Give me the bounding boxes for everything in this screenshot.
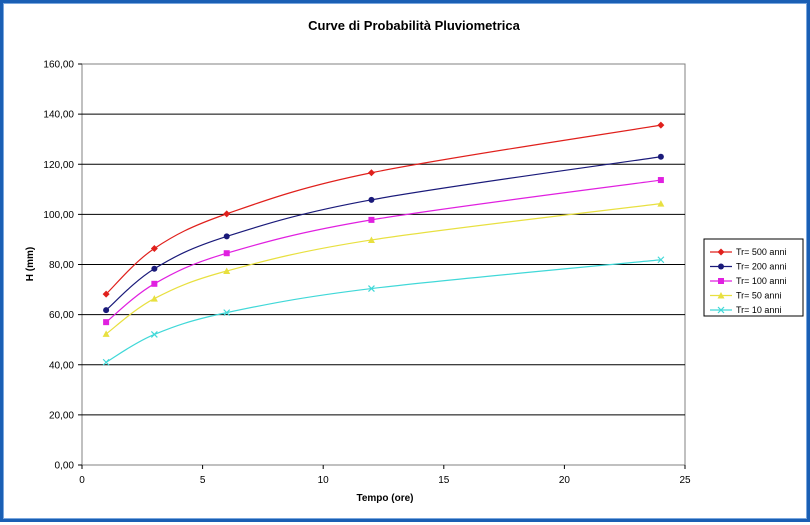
legend-item: Tr= 50 anni [710, 291, 781, 301]
y-axis-ticks: 0,00 20,00 40,00 60,00 80,00 100,00 120,00 140,… [43, 60, 82, 472]
y-tick-label: 0,00 [55, 461, 75, 472]
data-point [150, 244, 158, 252]
y-tick-label: 20,00 [49, 410, 74, 421]
series-3 [103, 177, 664, 326]
legend-marker [718, 278, 724, 284]
gridlines [82, 113, 685, 416]
y-tick-label: 40,00 [49, 360, 74, 371]
data-point [102, 358, 110, 366]
y-tick-label: 160,00 [43, 60, 74, 71]
legend-item: Tr= 500 anni [710, 247, 786, 257]
series-4 [102, 200, 665, 337]
data-point [657, 153, 664, 160]
legend-label: Tr= 10 anni [736, 305, 781, 315]
chart-title: Curve di Probabilità Pluviometrica [308, 18, 520, 33]
data-point [657, 256, 665, 264]
series-line [105, 124, 661, 295]
x-tick-label: 15 [438, 475, 450, 486]
y-tick-label: 60,00 [49, 310, 74, 321]
legend-marker [718, 263, 724, 270]
data-point [103, 319, 110, 326]
legend-item: Tr= 200 anni [710, 262, 786, 272]
data-point [150, 331, 158, 338]
data-point [223, 233, 230, 240]
data-point [102, 330, 110, 337]
data-point [223, 250, 230, 257]
data-point [368, 285, 375, 292]
series-1 [102, 121, 665, 298]
data-point [368, 216, 375, 223]
legend-marker [717, 248, 725, 256]
legend: Tr= 500 anni Tr= 200 anni Tr= 100 anni Tr= … [710, 247, 786, 315]
chart-canvas: Curve di Probabilità Pluviometrica 0,00 2… [25, 18, 804, 504]
data-point [223, 309, 231, 317]
data-point [151, 265, 158, 272]
data-point [368, 196, 375, 203]
data-point [102, 290, 110, 298]
series-2 [103, 153, 664, 314]
x-axis-label: Tempo (ore) [356, 493, 413, 504]
series-line [105, 156, 661, 311]
x-tick-label: 25 [679, 475, 691, 486]
legend-label: Tr= 200 anni [736, 262, 786, 272]
x-axis-ticks: 0 5 10 15 20 25 [79, 465, 691, 486]
legend-label: Tr= 500 anni [736, 247, 786, 257]
data-point [223, 267, 231, 275]
legend-marker [717, 292, 725, 299]
y-axis-label: H (mm) [25, 247, 36, 281]
data-point [657, 121, 665, 129]
legend-label: Tr= 100 anni [736, 276, 786, 286]
data-point [657, 200, 665, 207]
x-tick-label: 10 [318, 475, 330, 486]
x-tick-label: 5 [200, 475, 206, 486]
series-5 [102, 256, 665, 366]
legend-marker [717, 306, 725, 314]
data-point [150, 295, 158, 302]
data-point [657, 177, 664, 184]
data-point [103, 307, 110, 314]
data-point [367, 236, 375, 243]
x-tick-label: 20 [559, 475, 571, 486]
data-point [223, 210, 231, 218]
y-tick-label: 140,00 [43, 110, 74, 121]
x-tick-label: 0 [79, 475, 85, 486]
legend-item: Tr= 100 anni [710, 276, 786, 286]
data-point [151, 280, 158, 287]
series-layer [102, 121, 665, 366]
data-point [367, 169, 375, 177]
y-tick-label: 100,00 [43, 210, 74, 221]
y-tick-label: 80,00 [49, 260, 74, 271]
legend-item: Tr= 10 anni [710, 305, 781, 315]
y-tick-label: 120,00 [43, 160, 74, 171]
legend-label: Tr= 50 anni [736, 291, 781, 301]
